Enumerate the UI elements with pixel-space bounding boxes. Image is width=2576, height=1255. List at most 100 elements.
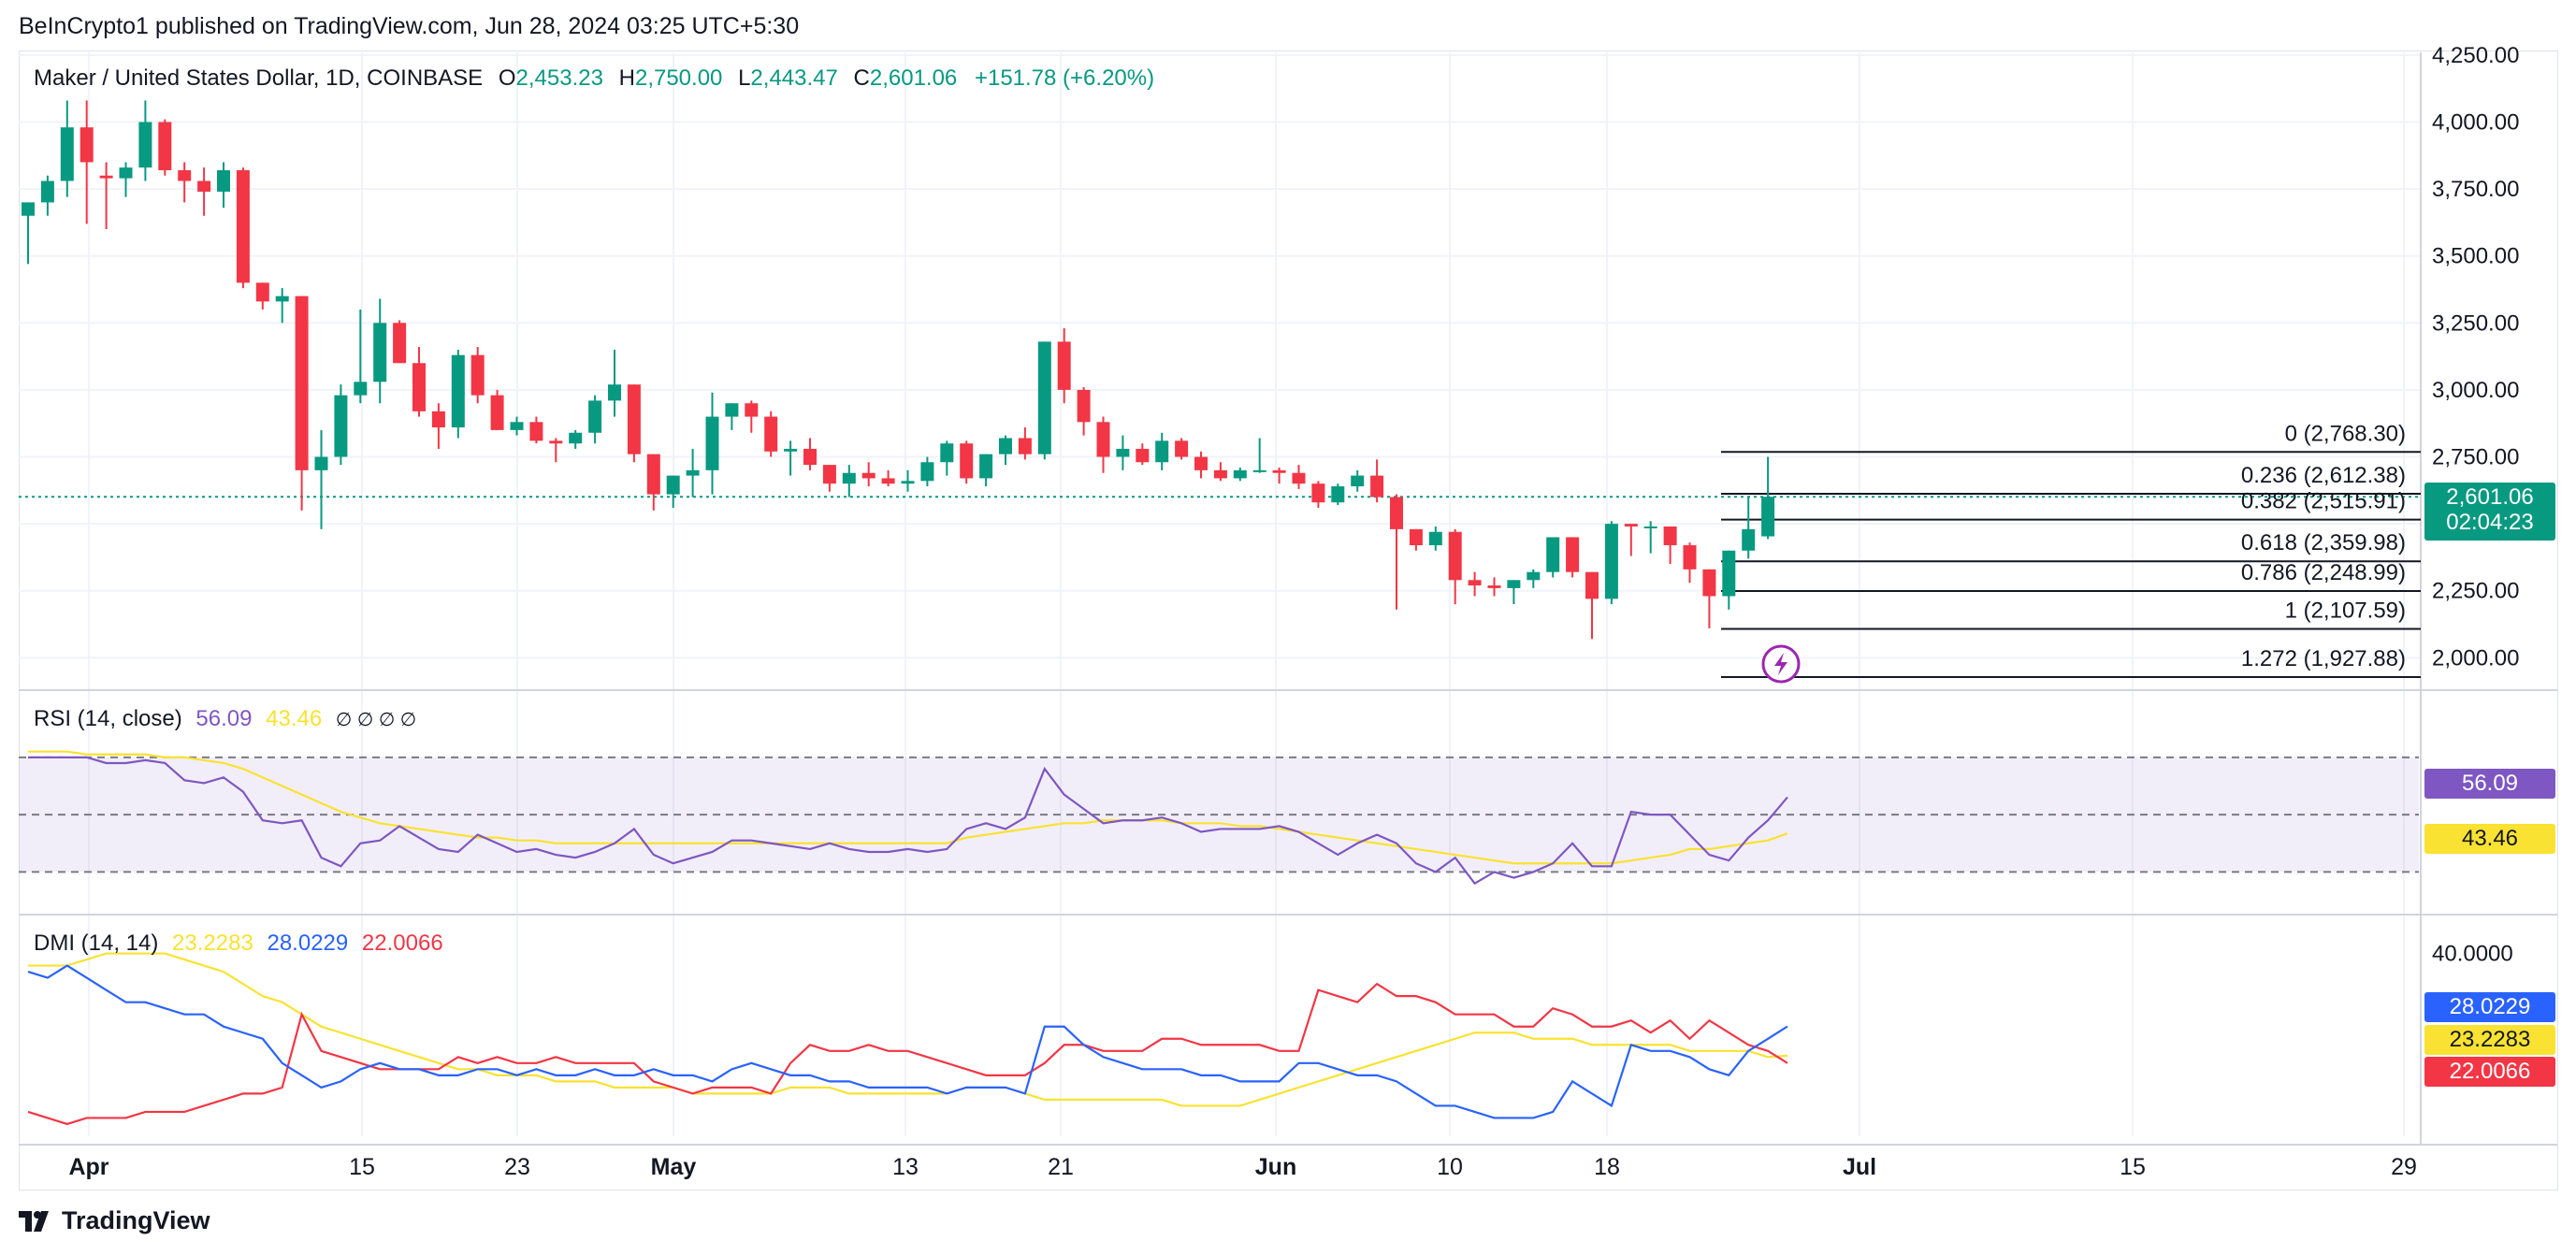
candle-body xyxy=(920,462,934,482)
candle-body xyxy=(60,127,74,181)
candle-body xyxy=(627,384,641,454)
di-plus-legend-value: 28.0229 xyxy=(267,930,349,956)
candle-body xyxy=(451,354,465,428)
fib-level-label: 0.382 (2,515.91) xyxy=(2241,489,2406,514)
candle-body xyxy=(1370,475,1384,498)
candle-body xyxy=(686,469,700,476)
candle-body xyxy=(412,363,426,411)
rsi-band xyxy=(19,756,2419,873)
chart-frame xyxy=(19,50,2558,1190)
pane-separators xyxy=(19,52,2557,1146)
candle-body xyxy=(470,354,485,396)
candle-body xyxy=(236,170,250,283)
adx-line xyxy=(28,952,1788,1107)
tradingview-logo-text: TradingView xyxy=(62,1206,210,1234)
rsi-title: RSI (14, close) xyxy=(34,706,182,731)
candle-body xyxy=(1683,545,1697,570)
high-label: H xyxy=(618,65,635,91)
candle-body xyxy=(1155,440,1169,463)
candle-body xyxy=(80,127,94,163)
fib-level-label: 0.236 (2,612.38) xyxy=(2241,463,2406,488)
candle-body xyxy=(1761,497,1775,537)
tradingview-logo-icon xyxy=(19,1210,49,1232)
candle-body xyxy=(608,384,621,401)
candle-body xyxy=(784,448,798,452)
candle-body xyxy=(1643,527,1657,528)
candle-body xyxy=(40,180,54,203)
candle-body xyxy=(1292,472,1306,484)
candle-body xyxy=(1096,422,1110,457)
di-plus-badge: 28.0229 xyxy=(2424,992,2555,1022)
lightning-icon[interactable] xyxy=(1761,644,1801,684)
x-tick-label: 23 xyxy=(504,1154,530,1180)
di-minus-badge: 22.0066 xyxy=(2424,1057,2555,1087)
candle-body xyxy=(1175,440,1189,457)
candle-body xyxy=(334,395,348,457)
candle-body xyxy=(1037,341,1051,454)
candlesticks xyxy=(22,100,1775,640)
fib-level-label: 0 (2,768.30) xyxy=(2285,421,2406,446)
lightning-glyph xyxy=(1774,653,1787,675)
candle-body xyxy=(1409,528,1423,546)
candle-body xyxy=(1331,486,1345,503)
candle-body xyxy=(255,282,269,302)
candle-body xyxy=(1507,580,1521,588)
candle-body xyxy=(1311,483,1325,503)
y-tick-label: 2,000.00 xyxy=(2432,645,2519,671)
y-tick-label: 3,500.00 xyxy=(2432,244,2519,269)
candle-body xyxy=(158,122,172,171)
candle-body xyxy=(1136,448,1150,463)
candle-body xyxy=(569,432,583,444)
high-value: 2,750.00 xyxy=(634,65,723,91)
x-tick-label: 18 xyxy=(1594,1154,1620,1180)
candle-body xyxy=(529,422,543,441)
candle-body xyxy=(901,481,915,484)
x-tick-label: 15 xyxy=(349,1154,375,1180)
ohlc-header: Maker / United States Dollar, 1D, COINBA… xyxy=(34,65,1154,92)
x-tick-label: Jul xyxy=(1843,1154,1876,1180)
candle-body xyxy=(960,443,974,479)
candle-body xyxy=(1624,524,1638,527)
candle-body xyxy=(745,403,759,417)
dmi-legend[interactable]: DMI (14, 14) 23.2283 28.0229 22.0066 xyxy=(34,930,443,957)
candle-body xyxy=(1077,389,1091,423)
y-tick-label: 4,000.00 xyxy=(2432,109,2519,135)
candle-body xyxy=(1722,550,1736,597)
dmi-title: DMI (14, 14) xyxy=(34,930,159,956)
tradingview-logo[interactable]: TradingView xyxy=(19,1206,210,1235)
candle-body xyxy=(1428,531,1442,546)
candle-body xyxy=(549,440,563,444)
candle-body xyxy=(1018,438,1032,454)
x-tick-label: 15 xyxy=(2120,1154,2146,1180)
candle-body xyxy=(803,448,817,466)
x-tick-label: Apr xyxy=(68,1154,109,1180)
symbol-title[interactable]: Maker / United States Dollar, 1D, COINBA… xyxy=(34,65,484,91)
candle-body xyxy=(314,456,328,470)
candle-body xyxy=(510,422,524,430)
candle-body xyxy=(1448,531,1462,581)
candle-body xyxy=(1566,537,1580,572)
rsi-empty-values: ∅ ∅ ∅ ∅ xyxy=(335,710,417,730)
candle-body xyxy=(588,400,602,433)
candle-body xyxy=(666,475,680,495)
current-price-badge: 2,601.06 02:04:23 xyxy=(2424,483,2555,541)
rsi-legend[interactable]: RSI (14, close) 56.09 43.46 ∅ ∅ ∅ ∅ xyxy=(34,706,416,732)
rsi-ma-line xyxy=(28,750,1788,865)
candle-body xyxy=(646,454,660,495)
rsi-lines xyxy=(28,750,1788,886)
fib-level-label: 0.618 (2,359.98) xyxy=(2241,530,2406,555)
x-tick-label: 29 xyxy=(2391,1154,2417,1180)
candle-body xyxy=(1351,475,1365,487)
candle-body xyxy=(275,296,289,302)
candle-body xyxy=(1546,537,1560,572)
candle-body xyxy=(119,167,133,179)
current-price-value: 2,601.06 xyxy=(2446,484,2534,510)
candle-body xyxy=(822,465,836,484)
candle-body xyxy=(861,472,876,479)
x-tick-label: 21 xyxy=(1048,1154,1074,1180)
rsi-legend-value: 56.09 xyxy=(195,706,253,731)
dmi-lines xyxy=(27,952,1788,1126)
open-value: 2,453.23 xyxy=(515,65,603,91)
x-tick-label: 10 xyxy=(1437,1154,1463,1180)
